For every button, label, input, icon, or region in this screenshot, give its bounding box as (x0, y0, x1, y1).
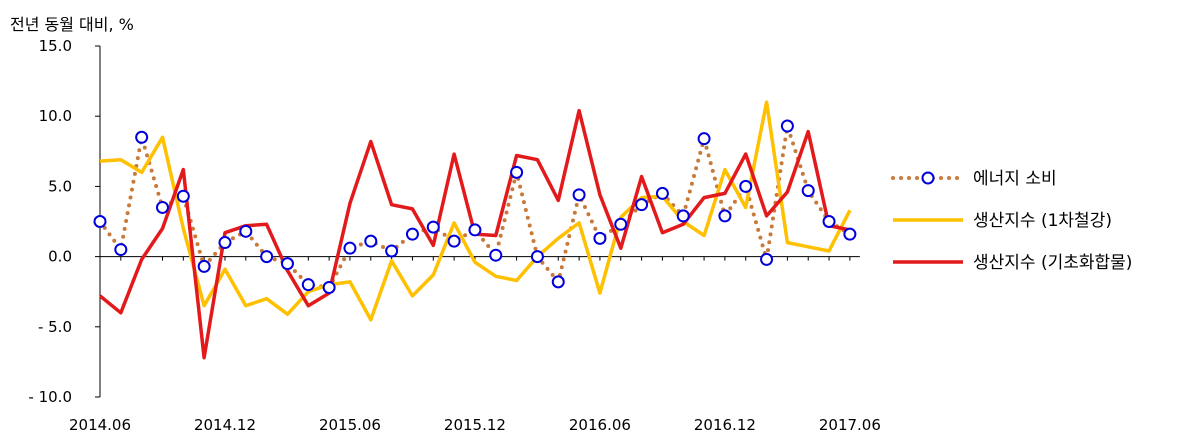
x-tick-label: 2014.12 (194, 416, 256, 434)
energy-data-point (614, 217, 628, 231)
x-axis-ticks: 2014.06 2014.12 2015.06 2015.12 2016.06 2016.… (69, 256, 881, 434)
x-tick-label: 2014.06 (69, 416, 131, 434)
x-tick-label: 2016.06 (569, 416, 631, 434)
series-line-production-primary-steel (99, 100, 852, 322)
energy-data-point (843, 227, 857, 241)
y-tick-label: - 10.0 (28, 388, 72, 406)
energy-data-point (322, 280, 336, 294)
energy-data-point (718, 209, 732, 223)
energy-data-point (635, 198, 649, 212)
energy-data-point (489, 248, 503, 262)
x-tick-label: 2015.06 (319, 416, 381, 434)
legend-label-production-basic-chemicals: 생산지수 (기초화합물) (973, 253, 1132, 273)
legend-marker-energy-consumption (921, 171, 935, 185)
x-tick-label: 2017.06 (819, 416, 881, 434)
energy-data-point (697, 132, 711, 146)
y-tick-label: 5.0 (48, 177, 72, 195)
energy-data-point (676, 209, 690, 223)
plot-area (93, 100, 857, 360)
energy-data-point (426, 220, 440, 234)
energy-data-point (572, 188, 586, 202)
legend-label-energy-consumption: 에너지 소비 (973, 169, 1057, 189)
x-tick-label: 2015.12 (444, 416, 506, 434)
energy-data-point (93, 215, 107, 228)
y-axis-ticks: 15.0 10.0 5.0 0.0 - 5.0 - 10.0 (28, 37, 100, 406)
axes (99, 46, 860, 397)
energy-data-point (447, 234, 461, 248)
energy-data-point (301, 278, 315, 292)
energy-data-point (197, 259, 211, 273)
energy-data-point (260, 250, 274, 264)
energy-data-point (405, 227, 419, 241)
energy-data-point (218, 236, 232, 250)
legend-label-production-primary-steel: 생산지수 (1차철강) (973, 211, 1112, 231)
energy-data-point (739, 179, 753, 193)
energy-data-point (364, 234, 378, 248)
energy-data-point (530, 250, 544, 264)
energy-data-point (239, 224, 253, 238)
energy-data-point (760, 252, 774, 266)
y-tick-label: 0.0 (48, 248, 72, 266)
energy-data-point (780, 119, 794, 133)
energy-data-point (655, 186, 669, 200)
x-tick-label: 2016.12 (694, 416, 756, 434)
energy-data-point (176, 189, 190, 203)
energy-data-point (385, 244, 399, 258)
y-tick-label: 10.0 (39, 107, 72, 125)
energy-data-point (155, 200, 169, 214)
energy-data-point (801, 184, 815, 198)
energy-data-point (114, 243, 128, 257)
energy-data-point (822, 215, 836, 228)
y-tick-label: - 5.0 (38, 318, 72, 336)
y-tick-label: 15.0 (39, 37, 72, 55)
energy-data-point (551, 275, 565, 289)
y-axis-unit-label: 전년 동월 대비, % (10, 15, 134, 34)
energy-data-point (593, 231, 607, 245)
energy-data-point (468, 223, 482, 237)
energy-data-point (510, 165, 524, 179)
energy-data-point (343, 241, 357, 255)
energy-data-point (135, 130, 149, 144)
energy-data-point (280, 257, 294, 271)
